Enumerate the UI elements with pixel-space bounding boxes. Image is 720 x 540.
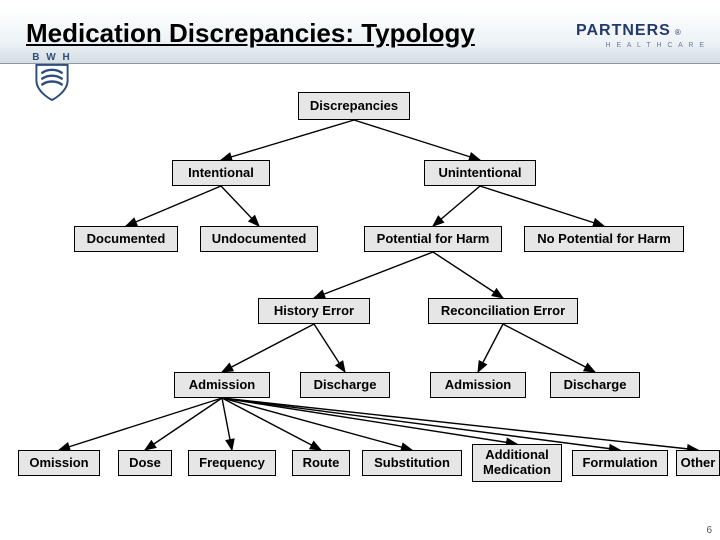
node-formulation: Formulation bbox=[572, 450, 668, 476]
node-dose: Dose bbox=[118, 450, 172, 476]
edge-root-unintentional bbox=[354, 120, 480, 160]
title-bar: Medication Discrepancies: Typology PARTN… bbox=[0, 8, 720, 64]
bwh-shield-icon bbox=[32, 63, 72, 102]
partners-logo-sub: H E A L T H C A R E bbox=[605, 42, 706, 49]
edge-unintentional-nopotharm bbox=[480, 186, 604, 226]
node-intentional: Intentional bbox=[172, 160, 270, 186]
node-potharm: Potential for Harm bbox=[364, 226, 502, 252]
edge-adm1-omission bbox=[59, 398, 222, 450]
page-number: 6 bbox=[706, 525, 712, 536]
edge-intentional-documented bbox=[126, 186, 221, 226]
node-omission: Omission bbox=[18, 450, 100, 476]
edge-adm1-frequency bbox=[222, 398, 232, 450]
node-histerr: History Error bbox=[258, 298, 370, 324]
node-adm1: Admission bbox=[174, 372, 270, 398]
edge-adm1-other bbox=[222, 398, 698, 450]
node-frequency: Frequency bbox=[188, 450, 276, 476]
node-documented: Documented bbox=[74, 226, 178, 252]
edge-intentional-undocumented bbox=[221, 186, 259, 226]
partners-logo-text: PARTNERS bbox=[576, 22, 671, 40]
slide-title: Medication Discrepancies: Typology bbox=[26, 18, 475, 49]
node-unintentional: Unintentional bbox=[424, 160, 536, 186]
slide-root: Medication Discrepancies: Typology PARTN… bbox=[0, 0, 720, 540]
node-root: Discrepancies bbox=[298, 92, 410, 120]
edge-reconerr-dis2 bbox=[503, 324, 595, 372]
edge-histerr-dis1 bbox=[314, 324, 345, 372]
partners-logo: PARTNERS ® H E A L T H C A R E bbox=[576, 22, 706, 56]
edge-adm1-formulation bbox=[222, 398, 620, 450]
edge-potharm-histerr bbox=[314, 252, 433, 298]
node-addmed: AdditionalMedication bbox=[472, 444, 562, 482]
node-undocumented: Undocumented bbox=[200, 226, 318, 252]
edge-root-intentional bbox=[221, 120, 354, 160]
node-dis2: Discharge bbox=[550, 372, 640, 398]
edge-adm1-substitution bbox=[222, 398, 412, 450]
partners-logo-tm: ® bbox=[675, 28, 681, 37]
edge-adm1-route bbox=[222, 398, 321, 450]
node-dis1: Discharge bbox=[300, 372, 390, 398]
edge-reconerr-adm2 bbox=[478, 324, 503, 372]
edge-adm1-dose bbox=[145, 398, 222, 450]
edge-potharm-reconerr bbox=[433, 252, 503, 298]
edge-adm1-addmed bbox=[222, 398, 517, 444]
bwh-logo: B W H bbox=[20, 52, 84, 102]
node-reconerr: Reconciliation Error bbox=[428, 298, 578, 324]
node-substitution: Substitution bbox=[362, 450, 462, 476]
edge-histerr-adm1 bbox=[222, 324, 314, 372]
node-route: Route bbox=[292, 450, 350, 476]
edge-unintentional-potharm bbox=[433, 186, 480, 226]
node-adm2: Admission bbox=[430, 372, 526, 398]
bwh-logo-text: B W H bbox=[32, 52, 71, 63]
node-nopotharm: No Potential for Harm bbox=[524, 226, 684, 252]
node-other: Other bbox=[676, 450, 720, 476]
